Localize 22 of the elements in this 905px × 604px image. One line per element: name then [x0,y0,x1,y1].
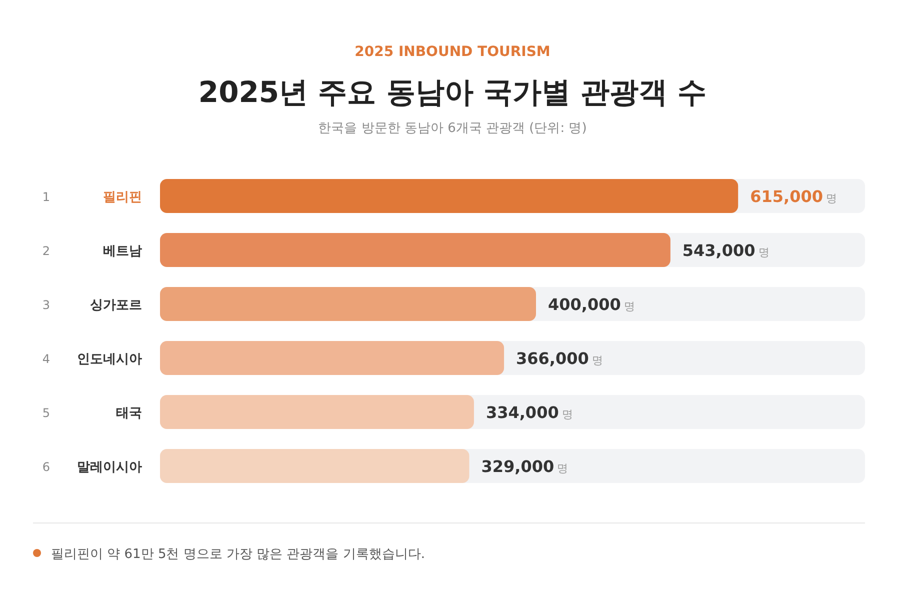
chart-title: 2025년 주요 동남아 국가별 관광객 수 [198,75,707,109]
text: 필리핀이 약 61만 5천 명으로 가장 많은 관광객을 기록했습니다. [51,547,426,562]
text: 1 [42,190,50,204]
y-tick-label: 필리핀 [103,190,142,205]
text: 6 [42,460,50,474]
data-label: 329,000 명 [481,457,568,476]
text: 2 [42,244,50,258]
data-label: 334,000 명 [486,403,573,422]
text: 5 [42,406,50,420]
data-label: 366,000 명 [516,349,603,368]
y-tick-label: 말레이시아 [77,460,142,475]
y-tick-label: 베트남 [103,244,142,259]
text: 2025 INBOUND TOURISM [354,44,550,60]
text: 3 [42,298,50,312]
text: 4 [42,352,50,366]
data-label: 543,000 명 [682,241,770,260]
y-tick-label: 태국 [116,406,142,421]
data-label: 615,000 명 [750,187,837,206]
data-label: 400,000 명 [548,295,635,314]
chart-subtitle: 한국을 방문한 동남아 6개국 관광객 (단위: 명) [318,121,587,136]
y-tick-label: 싱가포르 [90,298,142,313]
y-tick-label: 인도네시아 [77,352,142,367]
